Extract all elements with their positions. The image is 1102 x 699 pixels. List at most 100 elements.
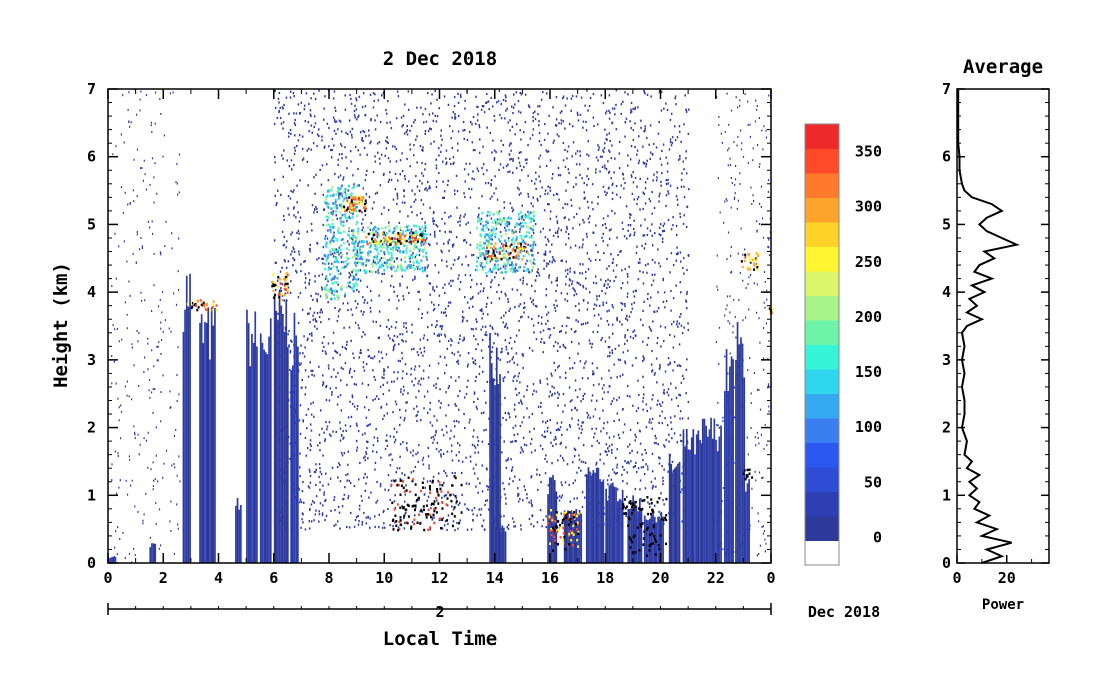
noise-speckle (671, 437, 673, 440)
echo-column-streak (724, 391, 726, 563)
noise-speckle (470, 327, 473, 331)
noise-speckle (339, 272, 342, 275)
noise-speckle (444, 494, 446, 497)
noise-speckle (383, 253, 386, 256)
noise-speckle (335, 350, 337, 353)
noise-speckle (394, 494, 396, 497)
noise-speckle (528, 517, 531, 521)
noise-speckle (436, 320, 438, 323)
noise-speckle (586, 175, 588, 178)
noise-speckle (393, 435, 395, 438)
noise-speckle (542, 518, 545, 522)
noise-speckle (573, 362, 576, 365)
noise-speckle (509, 129, 511, 132)
noise-speckle (149, 396, 151, 399)
noise-speckle (670, 112, 673, 115)
noise-speckle (310, 520, 313, 523)
noise-speckle (151, 157, 154, 160)
noise-speckle (642, 355, 644, 358)
noise-speckle (171, 464, 173, 467)
noise-speckle (505, 109, 507, 112)
noise-speckle (668, 453, 671, 456)
noise-speckle (621, 473, 623, 476)
echo-column-streak (720, 425, 722, 563)
echo-column-streak (292, 365, 294, 563)
noise-speckle (299, 179, 301, 182)
noise-speckle (113, 556, 115, 559)
noise-speckle (424, 486, 426, 489)
noise-speckle (359, 351, 361, 354)
noise-speckle (342, 430, 344, 433)
noise-speckle (333, 144, 335, 147)
noise-speckle (444, 291, 446, 295)
noise-speckle (387, 208, 390, 212)
noise-speckle (124, 301, 126, 304)
noise-speckle (606, 267, 608, 270)
noise-speckle (631, 303, 633, 306)
noise-speckle (479, 482, 481, 485)
noise-speckle (507, 371, 509, 374)
noise-speckle (662, 383, 664, 386)
noise-speckle (499, 489, 501, 492)
noise-speckle (759, 203, 761, 205)
noise-speckle (545, 305, 547, 308)
noise-speckle (636, 149, 639, 152)
noise-speckle (530, 202, 532, 205)
noise-speckle (733, 416, 736, 419)
noise-speckle (309, 507, 311, 511)
noise-speckle (578, 309, 580, 312)
noise-speckle (749, 528, 751, 531)
noise-speckle (162, 330, 164, 333)
echo-column-streak (700, 443, 703, 563)
noise-speckle (747, 475, 750, 478)
noise-speckle (287, 461, 289, 465)
noise-speckle (357, 167, 359, 171)
noise-speckle (412, 278, 414, 282)
cloud-return-pixel (372, 231, 375, 234)
noise-speckle (389, 498, 391, 502)
noise-speckle (682, 465, 684, 469)
echo-column-streak (578, 509, 581, 563)
echo-column-streak (504, 531, 507, 563)
noise-speckle (522, 276, 524, 279)
noise-speckle (547, 319, 549, 322)
noise-speckle (394, 343, 396, 346)
noise-speckle (643, 357, 645, 360)
noise-speckle (410, 471, 413, 474)
noise-speckle (505, 250, 508, 253)
noise-speckle (740, 546, 742, 549)
noise-speckle (493, 114, 495, 117)
cloud-return-pixel (340, 253, 343, 256)
noise-speckle (413, 154, 415, 157)
noise-speckle (726, 531, 728, 534)
noise-speckle (394, 145, 396, 148)
noise-speckle (518, 151, 521, 154)
noise-speckle (339, 439, 342, 442)
noise-speckle (414, 514, 416, 517)
noise-speckle (376, 480, 378, 484)
noise-speckle (329, 387, 332, 390)
noise-speckle (659, 414, 661, 417)
noise-speckle (561, 110, 563, 113)
noise-speckle (556, 422, 559, 425)
noise-speckle (580, 469, 582, 472)
noise-speckle (396, 202, 398, 206)
noise-speckle (414, 277, 416, 280)
noise-speckle (412, 470, 415, 473)
noise-speckle (324, 439, 326, 442)
noise-speckle (172, 91, 174, 94)
noise-speckle (346, 383, 348, 386)
noise-speckle (656, 403, 658, 406)
noise-speckle (295, 408, 297, 411)
noise-speckle (585, 129, 588, 132)
noise-speckle (616, 318, 618, 321)
noise-speckle (611, 486, 613, 489)
noise-speckle (576, 497, 578, 500)
noise-speckle (463, 412, 465, 416)
echo-column-streak (647, 520, 649, 563)
noise-speckle (303, 108, 306, 111)
noise-speckle (587, 177, 590, 181)
noise-speckle (302, 157, 305, 160)
noise-speckle (745, 287, 747, 289)
noise-speckle (502, 379, 505, 383)
